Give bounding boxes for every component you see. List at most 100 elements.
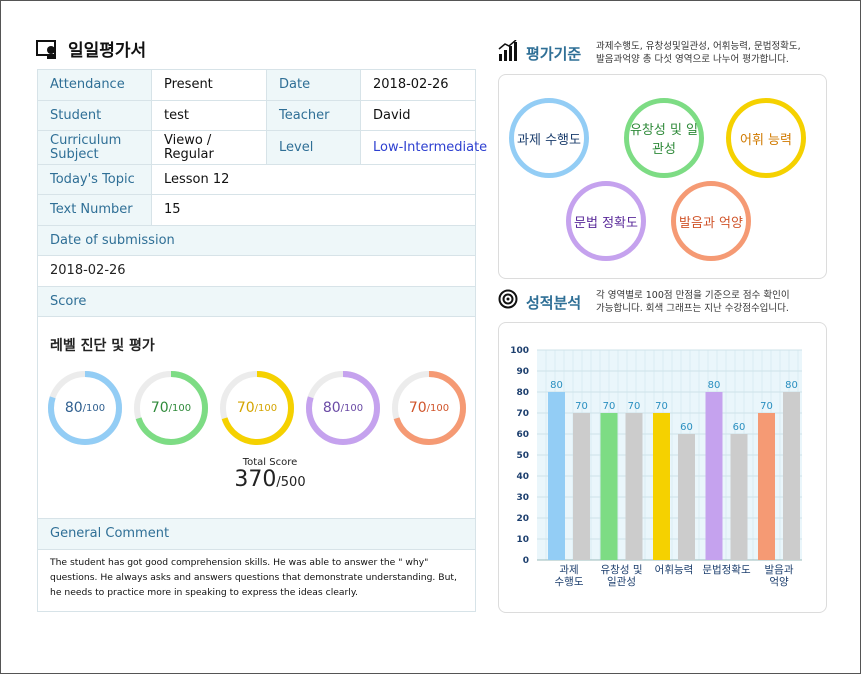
data-label-current-1: 80	[550, 380, 563, 391]
x-tick-label-2: 유창성 및 일관성	[601, 564, 643, 588]
data-label-current-5: 70	[760, 401, 773, 412]
total-score: Total Score 370/500	[220, 457, 320, 495]
x-tick-label-4: 문법정확도	[702, 563, 751, 576]
bar-current-3	[653, 413, 670, 560]
data-label-current-4: 80	[708, 380, 721, 391]
total-score-max: /500	[276, 475, 306, 490]
y-tick-label: 20	[516, 514, 529, 524]
data-label-current-3: 70	[655, 401, 668, 412]
data-label-current-2: 70	[603, 401, 616, 412]
score-donut-value-1: 80/100	[64, 400, 106, 416]
data-label-previous-4: 60	[733, 422, 746, 433]
score-donut-arc-1	[48, 371, 122, 445]
criteria-header: 평가기준 과제수행도, 유창성및일관성, 어휘능력, 문법정확도, 발음과억양 …	[498, 40, 801, 66]
criteria-vocabulary: 어휘 능력	[726, 98, 806, 178]
score-donut-arc-4	[306, 371, 380, 445]
curriculum-label: Curriculum Subject	[38, 131, 152, 164]
curriculum-label-line1: Curriculum	[50, 132, 122, 148]
total-score-label: Total Score	[242, 457, 298, 468]
y-tick-label: 100	[510, 346, 529, 356]
report-title: 일일평가서	[68, 41, 147, 61]
bar-chart-icon	[498, 40, 517, 61]
report-icon	[36, 38, 60, 60]
date-value: 2018-02-26	[361, 70, 475, 100]
score-donut-arc-5	[392, 371, 466, 445]
bar-current-5	[758, 413, 775, 560]
y-tick-label: 80	[516, 388, 529, 398]
criteria-pronunciation: 발음과 억양	[671, 181, 751, 261]
score-donut-arc-3	[220, 371, 294, 445]
y-tick-label: 60	[516, 430, 529, 440]
comment-text: The student has got good comprehension s…	[50, 557, 457, 598]
analysis-desc-line1: 각 영역별로 100점 만점을 기준으로 점수 확인이	[596, 290, 790, 301]
analysis-description: 각 영역별로 100점 만점을 기준으로 점수 확인이 가능합니다. 회색 그래…	[596, 289, 790, 315]
criteria-fluency: 유창성 및 일관성	[624, 98, 704, 178]
analysis-title: 성적분석	[526, 294, 582, 312]
data-label-previous-1: 70	[575, 401, 588, 412]
score-donut-5: 70/100	[390, 369, 468, 447]
y-tick-label: 90	[516, 367, 529, 377]
score-donut-1: 80/100	[46, 369, 124, 447]
score-title: 레벨 진단 및 평가	[50, 338, 155, 354]
score-donut-2: 70/100	[132, 369, 210, 447]
text-number-value: 15	[152, 195, 475, 225]
score-donut-value-2: 70/100	[150, 400, 192, 416]
score-donut-4: 80/100	[304, 369, 382, 447]
analysis-card: 0 10 20 30 40 50 60 70 80 90 100 80 70 과제 수행도 70 70 유창성 및…	[498, 322, 827, 613]
bar-previous-4	[730, 434, 748, 560]
target-icon	[498, 289, 518, 309]
topic-value: Lesson 12	[152, 165, 475, 194]
text-number-label: Text Number	[38, 195, 152, 225]
criteria-grammar: 문법 정확도	[566, 181, 646, 261]
score-donut-value-5: 70/100	[408, 400, 450, 416]
bar-previous-3	[678, 434, 695, 560]
bar-previous-5	[783, 392, 800, 560]
date-label: Date	[267, 70, 361, 100]
criteria-desc-line2: 발음과억양 총 다섯 영역으로 나누어 평가합니다.	[596, 54, 789, 65]
data-label-previous-3: 60	[680, 422, 693, 433]
criteria-task-performance: 과제 수행도	[509, 98, 589, 178]
score-section: 레벨 진단 및 평가 80/100 70/100 70/100 80/100 70/10…	[38, 317, 475, 519]
attendance-value: Present	[152, 70, 267, 100]
y-tick-label: 40	[516, 472, 529, 482]
topic-label: Today's Topic	[38, 165, 152, 194]
score-bar-chart: 0 10 20 30 40 50 60 70 80 90 100 80 70 과제 수행도 70 70 유창성 및…	[510, 346, 802, 588]
student-label: Student	[38, 101, 152, 130]
criteria-desc-line1: 과제수행도, 유창성및일관성, 어휘능력, 문법정확도,	[596, 41, 801, 52]
criteria-description: 과제수행도, 유창성및일관성, 어휘능력, 문법정확도, 발음과억양 총 다섯 …	[596, 40, 801, 66]
student-value: test	[152, 101, 267, 130]
score-donut-value-3: 70/100	[236, 400, 278, 416]
total-score-value: 370	[234, 467, 277, 492]
x-tick-label-1: 과제 수행도	[555, 564, 584, 588]
report-header: 일일평가서	[36, 36, 146, 61]
bar-current-1	[548, 392, 565, 560]
bar-current-4	[705, 392, 723, 560]
teacher-value: David	[361, 101, 475, 130]
data-label-previous-5: 80	[785, 380, 798, 391]
y-tick-label: 0	[523, 556, 529, 566]
bar-current-2	[600, 413, 618, 560]
score-donut-value-4: 80/100	[322, 400, 364, 416]
teacher-label: Teacher	[267, 101, 361, 130]
submission-label: Date of submission	[38, 226, 475, 255]
x-tick-label-3: 어휘능력	[655, 564, 694, 576]
curriculum-value: Viewo / Regular	[152, 131, 267, 164]
analysis-header: 성적분석 각 영역별로 100점 만점을 기준으로 점수 확인이 가능합니다. …	[498, 289, 790, 315]
level-value: Low-Intermediate	[361, 131, 487, 164]
info-table: Attendance Present Date 2018-02-26 Stude…	[37, 69, 487, 612]
bar-previous-2	[625, 413, 643, 560]
y-tick-label: 50	[516, 451, 529, 461]
submission-value: 2018-02-26	[50, 263, 126, 278]
y-tick-label: 70	[516, 409, 529, 419]
criteria-card: 과제 수행도 유창성 및 일관성 어휘 능력 문법 정확도 발음과 억양	[498, 74, 827, 279]
score-donut-3: 70/100	[218, 369, 296, 447]
data-label-previous-2: 70	[628, 401, 641, 412]
criteria-title: 평가기준	[526, 45, 582, 63]
x-tick-label-5: 발음과 억양	[765, 564, 794, 588]
attendance-label: Attendance	[38, 70, 152, 100]
y-tick-label: 30	[516, 493, 529, 503]
y-tick-label: 10	[516, 535, 529, 545]
bar-previous-1	[573, 413, 590, 560]
curriculum-label-line2: Subject	[50, 146, 99, 162]
level-label: Level	[267, 131, 361, 164]
